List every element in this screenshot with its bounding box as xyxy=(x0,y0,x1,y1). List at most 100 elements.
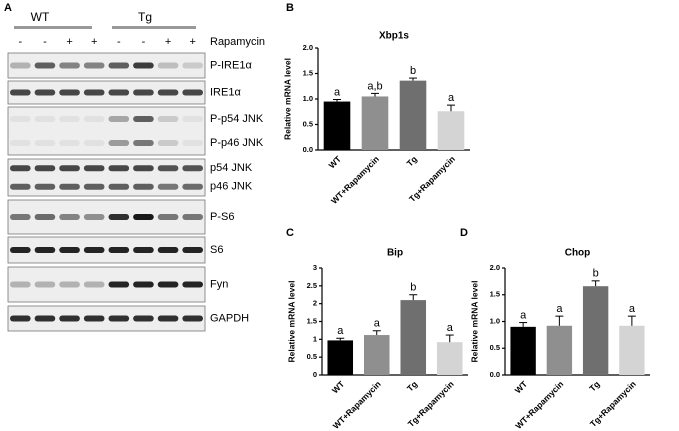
blot-band xyxy=(83,165,105,172)
y-axis-title: Relative mRNA level xyxy=(469,281,479,363)
blot-band xyxy=(157,62,179,69)
blot-band xyxy=(108,247,130,253)
blot-band xyxy=(133,89,154,96)
blot-label: P-IRE1α xyxy=(210,59,252,71)
blot-band xyxy=(34,247,56,253)
treatment-label: Rapamycin xyxy=(210,36,265,48)
treatment-sign: + xyxy=(66,36,72,48)
y-tick-label: 1 xyxy=(313,334,317,343)
significance-letter: a xyxy=(374,318,381,330)
blot-band xyxy=(157,116,179,122)
significance-letter: b xyxy=(410,282,416,294)
blot-band xyxy=(108,89,130,96)
blot-band xyxy=(34,116,56,122)
bar xyxy=(510,326,536,375)
treatment-sign: + xyxy=(165,36,171,48)
blot-band xyxy=(10,281,31,288)
blot-band xyxy=(108,214,130,220)
treatment-sign: + xyxy=(189,36,195,48)
y-tick-label: 1.5 xyxy=(490,290,500,299)
y-tick-label: 1.5 xyxy=(307,316,317,325)
y-tick-label: 2.5 xyxy=(307,281,317,290)
x-tick-label: WT xyxy=(330,378,347,395)
blot-band xyxy=(59,62,80,69)
x-tick-label: Tg xyxy=(405,154,419,168)
blot-label: GAPDH xyxy=(210,312,249,324)
blot-strip xyxy=(7,158,206,197)
panel-label: B xyxy=(286,2,294,14)
treatment-sign: - xyxy=(43,36,47,48)
blot-band xyxy=(34,281,56,288)
y-tick-label: 2 xyxy=(313,299,317,308)
x-tick-label: Tg xyxy=(405,379,419,393)
y-tick-label: 1.5 xyxy=(303,68,313,77)
x-tick-label: Tg xyxy=(587,379,601,393)
treatment-sign: - xyxy=(117,36,121,48)
y-tick-label: 0.5 xyxy=(303,119,313,128)
y-tick-label: 1.0 xyxy=(303,94,313,103)
blot-band xyxy=(182,214,203,220)
significance-letter: a xyxy=(556,303,563,315)
blot-strip xyxy=(7,80,206,105)
blot-band xyxy=(108,281,130,288)
blot-band xyxy=(157,214,179,220)
blot-band xyxy=(108,315,130,322)
blot-band xyxy=(59,89,80,96)
blot-band xyxy=(59,281,80,288)
chart-title: Chop xyxy=(565,248,591,259)
blot-band xyxy=(182,183,203,190)
y-tick-label: 1.0 xyxy=(490,316,500,325)
blot-band xyxy=(83,315,105,322)
blot-band xyxy=(133,183,154,190)
blot-band xyxy=(108,140,130,146)
significance-letter: a xyxy=(448,92,455,104)
y-tick-label: 0.0 xyxy=(490,370,500,379)
bar xyxy=(437,111,465,150)
blot-band xyxy=(133,247,154,253)
bar xyxy=(361,96,389,150)
blot-band xyxy=(182,247,203,253)
group-bar xyxy=(14,26,92,29)
blot-band xyxy=(83,247,105,253)
blot-band xyxy=(157,183,179,190)
blot-band xyxy=(108,183,130,190)
chart-title: Xbp1s xyxy=(379,31,409,42)
blot-label: Fyn xyxy=(210,278,228,290)
blot-band xyxy=(133,214,154,220)
blot-label: P-p54 JNK xyxy=(210,113,264,125)
group-bar xyxy=(112,26,196,29)
y-tick-label: 0 xyxy=(313,370,317,379)
blot-band xyxy=(10,89,31,96)
blot-band xyxy=(157,281,179,288)
blot-band xyxy=(34,62,56,69)
blot-band xyxy=(34,140,56,146)
blot-band xyxy=(157,140,179,146)
blot-band xyxy=(10,315,31,322)
blot-label: P-S6 xyxy=(210,211,234,223)
blot-band xyxy=(133,62,154,69)
blot-band xyxy=(133,165,154,172)
blot-band xyxy=(10,116,31,122)
blot-band xyxy=(182,140,203,146)
blot-band xyxy=(59,315,80,322)
blot-band xyxy=(83,116,105,122)
blot-band xyxy=(59,116,80,122)
blot-band xyxy=(34,183,56,190)
blot-band xyxy=(83,89,105,96)
panel-label: D xyxy=(460,227,468,239)
blot-label: P-p46 JNK xyxy=(210,137,264,149)
group-label: Tg xyxy=(138,10,152,24)
panel-label: C xyxy=(286,227,294,239)
bar xyxy=(400,300,427,375)
blot-band xyxy=(83,214,105,220)
y-axis-title: Relative mRNA level xyxy=(282,58,292,140)
blot-band xyxy=(83,281,105,288)
blot-band xyxy=(182,165,203,172)
blot-band xyxy=(157,315,179,322)
y-tick-label: 3 xyxy=(313,263,317,272)
bar xyxy=(546,325,573,375)
blot-band xyxy=(59,247,80,253)
blot-band xyxy=(157,89,179,96)
blot-band xyxy=(157,247,179,253)
